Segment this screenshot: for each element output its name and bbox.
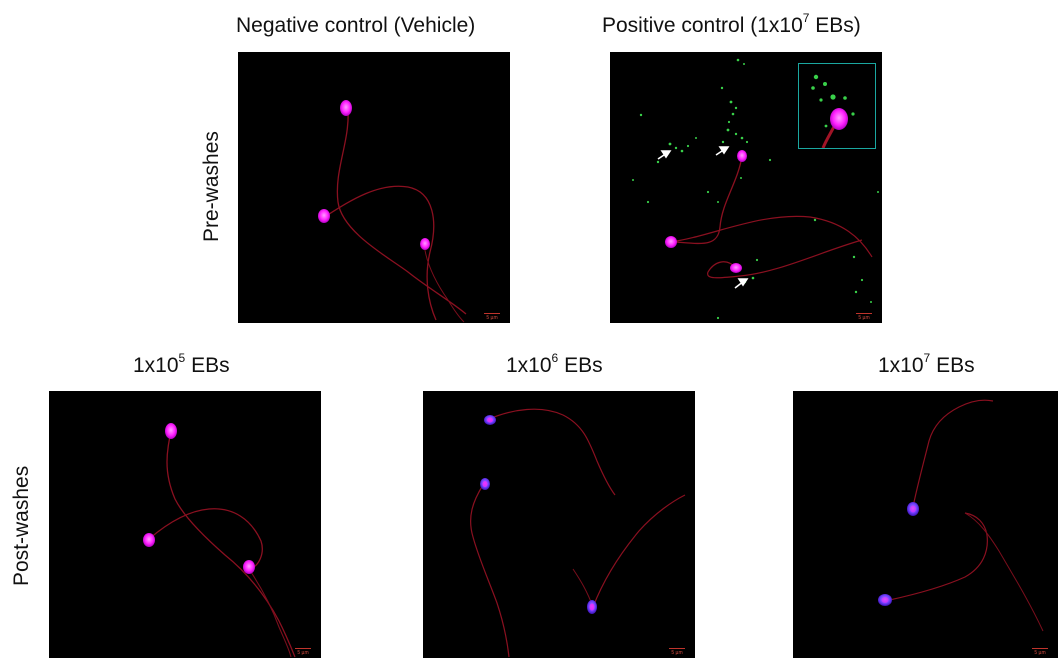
sperm-head [420,238,430,250]
scale-bar-line [669,648,685,649]
sperm-head [830,108,848,130]
arrow [715,146,730,156]
scale-bar: 5 µm [480,313,504,321]
sperm-tail [912,399,994,508]
positive-control-exponent: 7 [802,11,810,25]
positive-control-text-post: EBs) [809,14,861,37]
zoom-inset-micrograph [811,74,855,148]
sperm-head [730,263,742,273]
sperm-tail [336,108,467,315]
positive-control-title: Positive control (1x107 EBs) [602,11,861,38]
scale-bar: 5 µm [1028,648,1052,656]
dose-1e6-micrograph [470,408,686,658]
sperm-tail [166,430,296,658]
dose-1e5-title: 1x105 EBs [133,351,230,378]
sperm-head [318,209,330,223]
sperm-tail [248,568,292,658]
image-negative-control: 5 µm [238,52,510,323]
eb-particles [811,74,855,128]
scale-bar: 5 µm [291,648,315,656]
sperm-tail [148,508,263,570]
scale-bar-label: 5 µm [297,650,309,656]
dose-1e5-exponent: 5 [178,351,186,365]
negative-control-micrograph [318,100,467,323]
positive-control-text-pre: Positive control (1x10 [602,14,803,37]
negative-control-text: Negative control (Vehicle) [236,14,476,37]
sperm-tail [669,215,873,258]
arrow [657,150,672,160]
sperm-tail [470,484,510,658]
scale-bar: 5 µm [665,648,689,656]
arrow [734,278,749,289]
negative-control-title: Negative control (Vehicle) [236,14,475,38]
scale-bar-label: 5 µm [1034,650,1046,656]
dose-1e7-title: 1x107 EBs [878,351,975,378]
eb-particles [632,58,879,320]
dose-1e7-text-post: EBs [930,354,975,377]
sperm-head [165,423,177,439]
sperm-head [143,533,155,547]
sperm-tail [884,512,988,602]
sperm-tail [592,494,686,608]
scale-bar-line [856,313,872,314]
image-dose-1e5: 5 µm [49,391,321,658]
sperm-head [340,100,352,116]
sperm-head [243,560,255,574]
image-dose-1e7: 5 µm [793,391,1058,658]
sperm-head [665,236,677,248]
row-label-post-washes: Post-washes [10,465,33,586]
dose-1e5-text-pre: 1x10 [133,354,179,377]
sperm-head [737,150,747,162]
scale-bar-line [484,313,500,314]
dose-1e7-text-pre: 1x10 [878,354,924,377]
dose-1e6-title: 1x106 EBs [506,351,603,378]
scale-bar-label: 5 µm [671,650,683,656]
sperm-tail [423,243,465,323]
scale-bar-line [295,648,311,649]
zoom-inset [798,63,876,149]
row-label-pre-washes: Pre-washes [200,131,223,242]
sperm-tail [488,408,616,496]
scale-bar: 5 µm [852,313,876,321]
dose-1e7-exponent: 7 [923,351,931,365]
sperm-tail [964,512,1044,632]
positive-control-micrograph [632,58,879,320]
image-positive-control: 5 µm [610,52,882,323]
dose-1e6-text-post: EBs [558,354,603,377]
dose-1e5-text-post: EBs [185,354,230,377]
image-dose-1e6: 5 µm [423,391,695,658]
dose-1e6-text-pre: 1x10 [506,354,552,377]
dose-1e5-micrograph [143,423,296,658]
sperm-tail [675,155,743,245]
dose-1e6-exponent: 6 [551,351,559,365]
sperm-tail [707,239,863,279]
scale-bar-label: 5 µm [486,315,498,321]
dose-1e7-micrograph [878,399,1044,632]
scale-bar-label: 5 µm [858,315,870,321]
scale-bar-line [1032,648,1048,649]
sperm-tail [325,185,437,321]
